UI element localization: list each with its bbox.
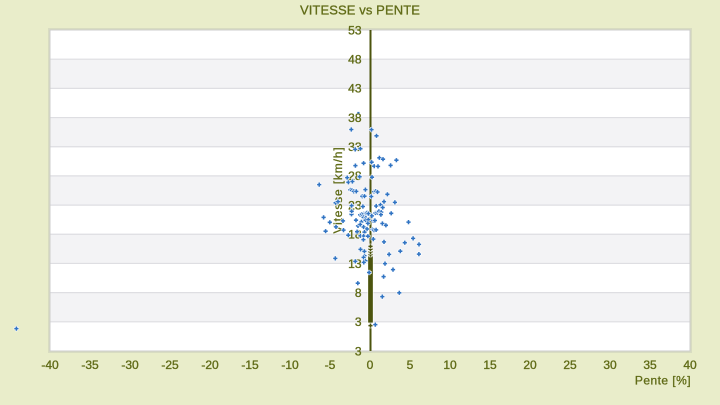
svg-text:8: 8: [355, 286, 362, 300]
svg-text:-20: -20: [201, 358, 219, 372]
svg-text:-25: -25: [161, 358, 179, 372]
svg-text:25: 25: [563, 358, 577, 372]
svg-text:35: 35: [643, 358, 657, 372]
svg-text:Vitesse [km/h]: Vitesse [km/h]: [331, 146, 345, 233]
svg-text:3: 3: [355, 315, 362, 329]
svg-text:-5: -5: [325, 358, 336, 372]
svg-text:-15: -15: [241, 358, 259, 372]
svg-text:3: 3: [355, 344, 362, 358]
svg-text:53: 53: [348, 23, 362, 37]
svg-text:0: 0: [367, 358, 374, 372]
svg-text:30: 30: [603, 358, 617, 372]
svg-text:-40: -40: [41, 358, 59, 372]
svg-text:43: 43: [348, 82, 362, 96]
svg-text:20: 20: [523, 358, 537, 372]
svg-text:15: 15: [483, 358, 497, 372]
svg-text:48: 48: [348, 52, 362, 66]
svg-text:-10: -10: [281, 358, 299, 372]
svg-text:38: 38: [348, 111, 362, 125]
svg-text:40: 40: [683, 358, 697, 372]
svg-text:-30: -30: [121, 358, 139, 372]
svg-text:VITESSE vs PENTE: VITESSE vs PENTE: [300, 3, 420, 18]
svg-text:10: 10: [443, 358, 457, 372]
svg-text:-35: -35: [81, 358, 99, 372]
svg-text:5: 5: [407, 358, 414, 372]
svg-text:Pente [%]: Pente [%]: [635, 373, 691, 387]
